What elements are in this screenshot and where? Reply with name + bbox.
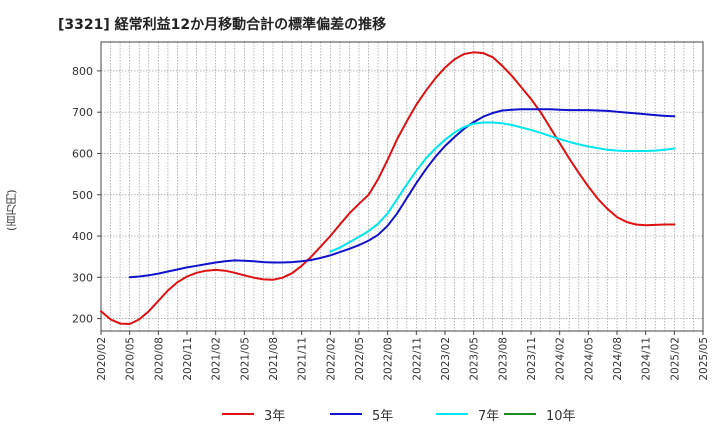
y-tick-label: 400: [72, 230, 93, 243]
x-tick-label: 2025/05: [698, 337, 710, 381]
x-tick-label: 2024/02: [555, 337, 567, 381]
x-tick-label: 2023/08: [497, 337, 509, 381]
x-tick-label: 2020/05: [125, 337, 137, 381]
legend-label-3年: 3年: [264, 409, 285, 424]
x-tick-label: 2022/08: [383, 337, 395, 381]
y-tick-label: 500: [72, 189, 93, 202]
x-tick-label: 2020/02: [96, 337, 108, 381]
x-tick-label: 2021/02: [211, 337, 223, 381]
x-tick-label: 2024/11: [641, 337, 653, 381]
series-line-5年: [128, 108, 676, 279]
y-tick-label: 800: [72, 65, 93, 78]
x-tick-label: 2024/05: [583, 337, 595, 381]
grid: [100, 42, 704, 331]
x-tick-label: 2021/05: [239, 337, 251, 381]
chart-title: [3321] 経常利益12か月移動合計の標準偏差の推移: [58, 17, 387, 33]
x-tick-label: 2022/02: [325, 337, 337, 381]
x-tick-label: 2024/08: [612, 337, 624, 381]
y-tick-label: 200: [72, 313, 93, 326]
y-tick-label: 700: [72, 106, 93, 119]
x-tick-label: 2023/05: [469, 337, 481, 381]
y-tick-label: 300: [72, 271, 93, 284]
legend-label-5年: 5年: [372, 409, 393, 424]
y-tick-label: 600: [72, 147, 93, 160]
series-line-7年: [329, 121, 676, 253]
x-tick-label: 2021/11: [297, 337, 309, 381]
legend-label-7年: 7年: [478, 409, 499, 424]
x-tick-label: 2021/08: [268, 337, 280, 381]
legend-label-10年: 10年: [546, 409, 576, 424]
legend: 3年 5年 7年 10年: [222, 409, 576, 424]
x-tick-label: 2020/08: [153, 337, 165, 381]
x-tick-label: 2022/11: [411, 337, 423, 381]
x-tick-label: 2022/05: [354, 337, 366, 381]
x-tick-label: 2020/11: [182, 337, 194, 381]
x-tick-label: 2025/02: [669, 337, 681, 381]
x-tick-label: 2023/02: [440, 337, 452, 381]
plot-frame: [100, 41, 704, 332]
series-line-3年: [100, 51, 676, 325]
x-tick-label: 2023/11: [526, 337, 538, 381]
